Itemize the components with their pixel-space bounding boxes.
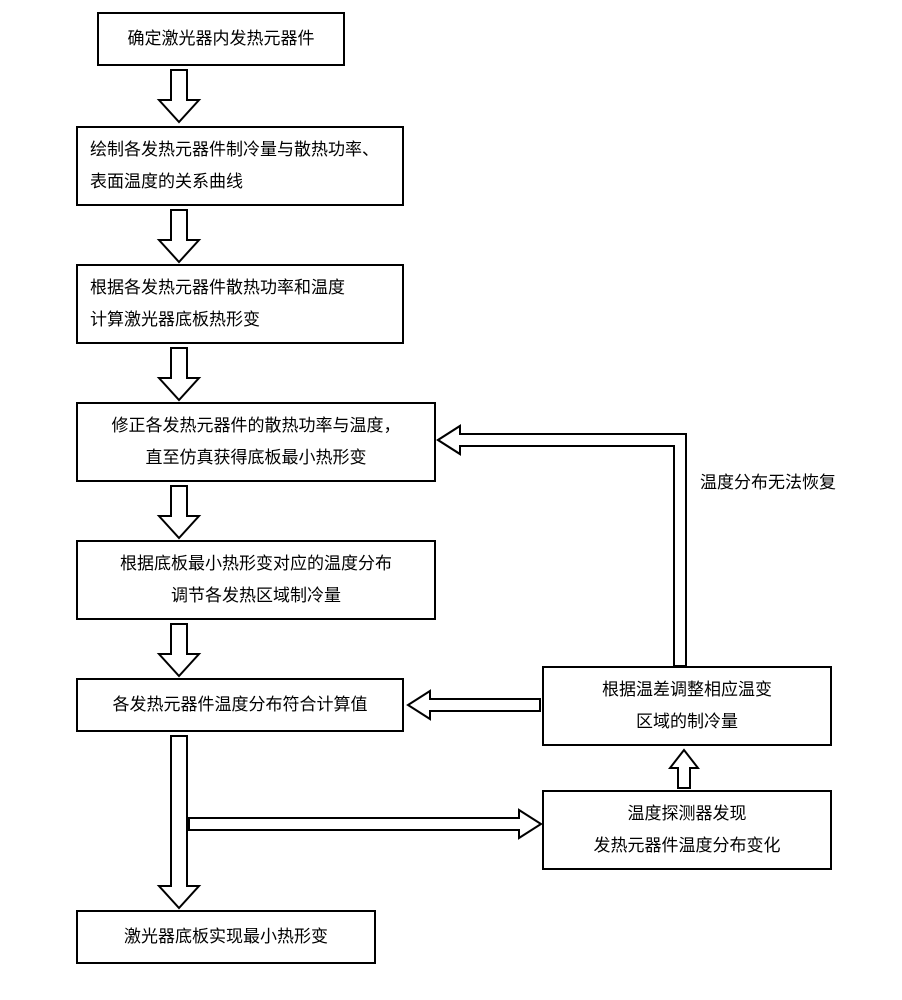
node-draw-curves: 绘制各发热元器件制冷量与散热功率、 表面温度的关系曲线	[76, 126, 404, 206]
node-text: 发热元器件温度分布变化	[594, 830, 781, 862]
node-text: 激光器底板实现最小热形变	[124, 921, 328, 953]
arrow-down-icon	[155, 622, 203, 678]
node-text: 绘制各发热元器件制冷量与散热功率、	[90, 134, 390, 166]
node-identify-heating: 确定激光器内发热元器件	[97, 12, 345, 66]
node-calculate-deformation: 根据各发热元器件散热功率和温度 计算激光器底板热形变	[76, 264, 404, 344]
node-adjust-cooling: 根据底板最小热形变对应的温度分布 调节各发热区域制冷量	[76, 540, 436, 620]
node-text: 温度探测器发现	[628, 798, 747, 830]
node-text: 确定激光器内发热元器件	[128, 23, 315, 55]
arrow-down-icon	[155, 68, 203, 124]
arrow-left-icon	[406, 689, 542, 721]
node-text: 区域的制冷量	[636, 706, 738, 738]
node-text: 根据温差调整相应温变	[602, 674, 772, 706]
node-text: 直至仿真获得底板最小热形变	[146, 442, 367, 474]
node-text: 计算激光器底板热形变	[90, 304, 390, 336]
node-distribution-match: 各发热元器件温度分布符合计算值	[76, 678, 404, 732]
arrow-right-icon	[187, 808, 543, 840]
node-text: 修正各发热元器件的散热功率与温度，	[112, 410, 401, 442]
node-correct-until-min: 修正各发热元器件的散热功率与温度， 直至仿真获得底板最小热形变	[76, 402, 436, 482]
node-text: 调节各发热区域制冷量	[171, 580, 341, 612]
node-text: 表面温度的关系曲线	[90, 166, 390, 198]
arrow-down-icon	[155, 484, 203, 540]
node-text: 根据底板最小热形变对应的温度分布	[120, 548, 392, 580]
node-adjust-by-tempdiff: 根据温差调整相应温变 区域的制冷量	[542, 666, 832, 746]
flowchart-canvas: 确定激光器内发热元器件 绘制各发热元器件制冷量与散热功率、 表面温度的关系曲线 …	[0, 0, 902, 1000]
node-text: 根据各发热元器件散热功率和温度	[90, 272, 390, 304]
node-detector-finds-change: 温度探测器发现 发热元器件温度分布变化	[542, 790, 832, 870]
arrow-down-icon	[155, 346, 203, 402]
arrow-down-icon	[155, 208, 203, 264]
edge-label-cannot-recover: 温度分布无法恢复	[700, 468, 836, 493]
node-min-deformation-achieved: 激光器底板实现最小热形变	[76, 910, 376, 964]
arrow-up-icon	[668, 748, 700, 790]
arrow-up-left-elbow-icon	[436, 424, 698, 668]
node-text: 各发热元器件温度分布符合计算值	[113, 689, 368, 721]
